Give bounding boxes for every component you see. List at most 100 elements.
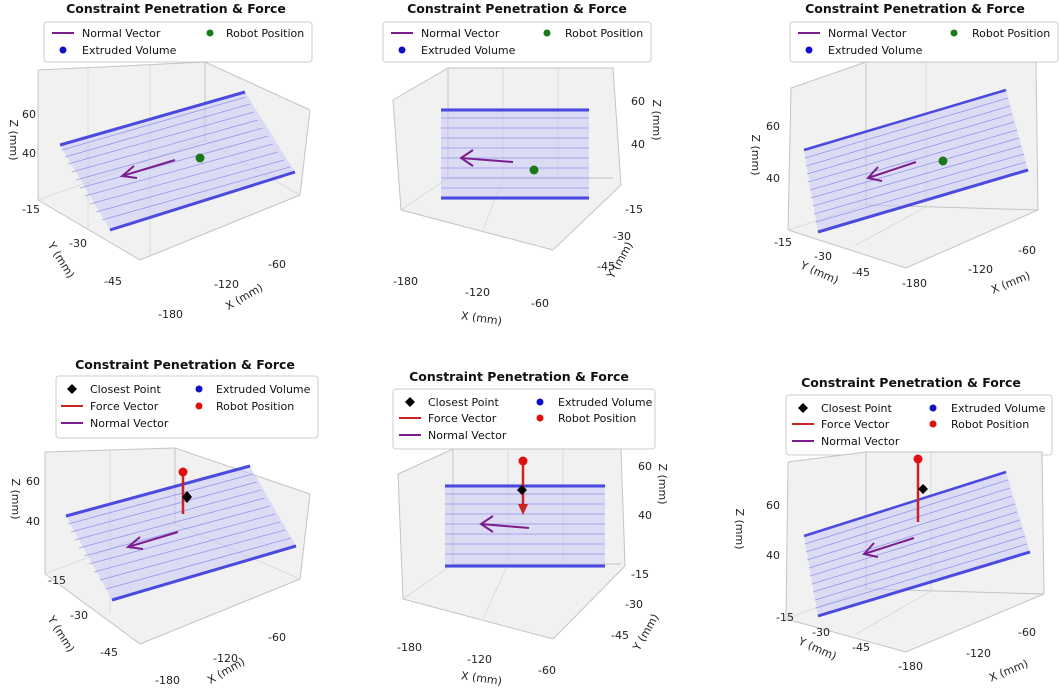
normal-vector-head: [862, 542, 879, 558]
extruded-volume-lines: [804, 97, 1027, 223]
z-tick-40: 40: [766, 549, 780, 562]
extruded-volume-top-edge: [803, 88, 1007, 152]
chart-svg-4: Constraint Penetration & Force Closest P…: [9, 357, 319, 687]
z-axis-label: Z (mm): [656, 463, 669, 504]
legend-robot-position: Robot Position: [226, 27, 304, 40]
closest-point-marker: [918, 484, 928, 494]
z-tick-40: 40: [22, 147, 36, 160]
normal-vector-head: [459, 149, 474, 167]
legend-robot-position-swatch: [536, 414, 544, 422]
legend-force-vector: Force Vector: [821, 418, 890, 431]
chart-title: Constraint Penetration & Force: [805, 1, 1025, 16]
z-axis-label: Z (mm): [650, 99, 663, 140]
extruded-volume-body: [66, 466, 296, 600]
closest-point-marker: [517, 485, 527, 495]
extruded-volume-lines: [67, 473, 292, 590]
y-tick-15: -15: [774, 236, 792, 249]
chart-panel-2: Constraint Penetration & Force Normal Ve…: [353, 0, 706, 344]
y-axis-label: Y (mm): [630, 612, 662, 654]
y-tick-30: -30: [814, 250, 832, 263]
z-axis-label: Z (mm): [749, 134, 762, 175]
chart-title: Constraint Penetration & Force: [66, 1, 286, 16]
legend: Closest Point Extruded Volume Force Vect…: [55, 375, 319, 439]
x-tick-120: -120: [465, 286, 490, 299]
legend-robot-position-swatch: [206, 29, 214, 37]
legend-box: [382, 21, 652, 63]
z-tick-40: 40: [631, 138, 645, 151]
legend-robot-position: Robot Position: [951, 418, 1029, 431]
extruded-volume-body: [441, 108, 589, 200]
y-tick-15: -15: [48, 574, 66, 587]
x-axis-label: X (mm): [460, 669, 502, 688]
robot-position-point: [195, 153, 205, 163]
normal-vector: [127, 531, 179, 548]
legend-extruded-volume: Extruded Volume: [421, 44, 516, 57]
x-tick-180: -180: [393, 275, 418, 288]
z-tick-60: 60: [631, 95, 645, 108]
legend-closest-point: Closest Point: [821, 402, 893, 415]
y-tick-30: -30: [812, 626, 830, 639]
legend-robot-position-swatch: [543, 29, 551, 37]
x-axis-label: X (mm): [460, 309, 502, 328]
chart-title: Constraint Penetration & Force: [409, 369, 629, 384]
extruded-volume-bottom-edge: [817, 550, 1031, 618]
extruded-volume: [59, 90, 296, 232]
robot-position-point: [529, 165, 539, 175]
x-tick-60: -60: [531, 297, 549, 310]
extruded-volume-top-edge: [65, 464, 251, 518]
legend-extruded-volume-swatch: [805, 46, 813, 54]
legend-extruded-volume-swatch: [59, 46, 67, 54]
chart-title: Constraint Penetration & Force: [75, 357, 295, 372]
robot-position-point: [938, 156, 948, 166]
extruded-volume-body: [445, 484, 605, 568]
legend-closest-point: Closest Point: [428, 396, 500, 409]
chart-svg-3: Constraint Penetration & Force Normal Ve…: [749, 1, 1059, 296]
extruded-volume: [65, 464, 297, 602]
extruded-volume-bottom-edge: [111, 544, 297, 602]
extruded-volume: [441, 108, 589, 200]
y-tick-45: -45: [852, 641, 870, 654]
legend: Closest Point Extruded Volume Force Vect…: [392, 388, 656, 450]
extruded-volume-bottom-edge: [817, 168, 1029, 234]
extruded-volume: [803, 88, 1029, 234]
normal-vector: [121, 159, 176, 177]
extruded-volume-top-edge: [803, 470, 1007, 538]
legend-robot-position-swatch: [950, 29, 958, 37]
chart-svg-2: Constraint Penetration & Force Normal Ve…: [382, 1, 663, 328]
chart-title: Constraint Penetration & Force: [407, 1, 627, 16]
z-tick-60: 60: [766, 120, 780, 133]
chart-svg-5: Constraint Penetration & Force Closest P…: [392, 369, 669, 688]
x-tick-120: -120: [213, 652, 238, 665]
y-tick-15: -15: [776, 611, 794, 624]
y-tick-30: -30: [613, 230, 631, 243]
chart-svg-1: Constraint Penetration & Force Normal Ve…: [7, 1, 313, 321]
x-tick-180: -180: [155, 674, 180, 687]
x-axis-label: X (mm): [989, 269, 1032, 296]
y-tick-45: -45: [104, 275, 122, 288]
legend-normal-vector: Normal Vector: [421, 27, 500, 40]
extruded-volume-top-edge: [59, 90, 246, 147]
legend-closest-point-swatch: [405, 397, 415, 407]
normal-vector-head: [866, 166, 883, 182]
x-tick-180: -180: [158, 308, 183, 321]
legend-closest-point: Closest Point: [90, 383, 162, 396]
force-vector-head: [518, 504, 528, 515]
legend-extruded-volume: Extruded Volume: [828, 44, 923, 57]
normal-vector: [863, 537, 915, 555]
extruded-volume: [803, 470, 1031, 618]
x-tick-60: -60: [1018, 626, 1036, 639]
legend-normal-vector: Normal Vector: [828, 27, 907, 40]
legend-robot-position: Robot Position: [216, 400, 294, 413]
y-tick-30: -30: [70, 609, 88, 622]
y-tick-15: -15: [625, 203, 643, 216]
y-tick-45: -45: [597, 260, 615, 273]
legend-box: [55, 375, 319, 439]
y-tick-30: -30: [69, 237, 87, 250]
chart-panel-3: Constraint Penetration & Force Normal Ve…: [706, 0, 1059, 344]
z-tick-60: 60: [766, 499, 780, 512]
legend-extruded-volume-swatch: [195, 385, 203, 393]
chart-panel-6: Constraint Penetration & Force Closest P…: [706, 344, 1059, 688]
normal-vector-head: [119, 165, 138, 179]
z-tick-40: 40: [638, 509, 652, 522]
legend-force-vector: Force Vector: [90, 400, 159, 413]
